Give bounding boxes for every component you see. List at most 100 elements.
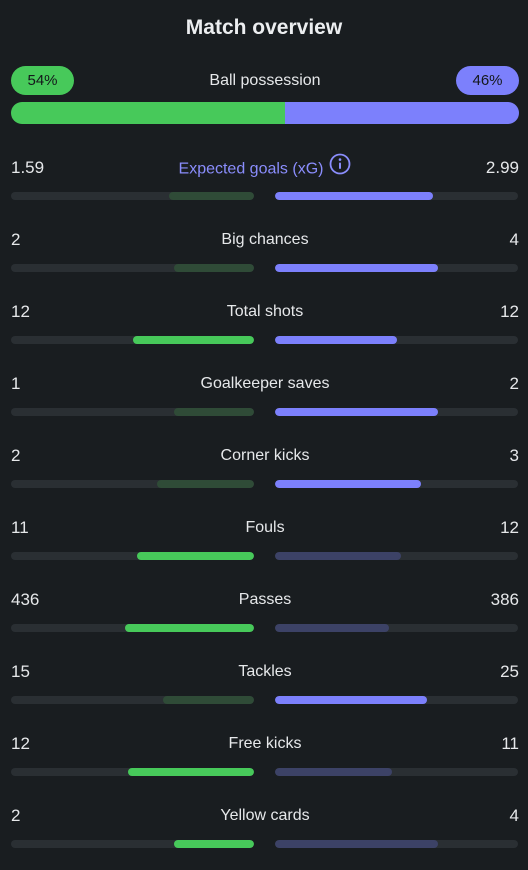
away-stat-fill (275, 336, 397, 344)
stat-row-yellow-cards: 2 Yellow cards 4 (11, 804, 519, 852)
stat-row-goalkeeper-saves: 1 Goalkeeper saves 2 (11, 372, 519, 420)
stat-label: Total shots (11, 300, 519, 324)
away-stat-value: 12 (500, 302, 519, 321)
stat-row-expected-goals-xg: 1.59 Expected goals (xG) 2.99 (11, 153, 519, 204)
away-stat-fill (275, 840, 438, 848)
home-stat-track (11, 408, 254, 416)
home-stat-track (11, 696, 254, 704)
home-stat-track (11, 624, 254, 632)
stat-label: Goalkeeper saves (11, 372, 519, 396)
home-stat-fill (173, 264, 254, 272)
stat-label-text: Expected goals (xG) (178, 160, 324, 178)
home-stat-fill (173, 840, 254, 848)
ball-possession-bar (11, 102, 519, 124)
home-stat-track (11, 192, 254, 200)
home-stat-fill (127, 768, 254, 776)
away-stat-fill (275, 768, 392, 776)
home-stat-value: 1.59 (11, 158, 45, 177)
away-stat-value: 11 (501, 734, 519, 753)
away-stat-value: 2.99 (485, 158, 519, 177)
info-icon[interactable] (329, 153, 351, 183)
home-stat-fill (137, 552, 254, 560)
away-stat-track (275, 840, 518, 848)
away-stat-track (275, 768, 518, 776)
home-stat-track (11, 264, 254, 272)
ball-possession-header: 54% Ball possession 46% (11, 66, 519, 95)
stat-label-text: Yellow cards (220, 807, 310, 824)
away-stat-fill (275, 552, 402, 560)
panel-title: Match overview (185, 16, 343, 39)
away-stat-track (275, 552, 518, 560)
home-stat-track (11, 552, 254, 560)
stat-label-text: Total shots (226, 303, 304, 320)
away-possession-badge: 46% (456, 66, 519, 95)
home-stat-track (11, 336, 254, 344)
stat-label-text: Goalkeeper saves (200, 375, 330, 392)
stat-row-passes: 436 Passes 386 (11, 588, 519, 636)
stat-label: Yellow cards (11, 804, 519, 828)
home-possession-badge: 54% (11, 66, 74, 95)
stat-row-fouls: 11 Fouls 12 (11, 516, 519, 564)
stat-label: Passes (11, 588, 519, 612)
home-stat-value: 436 (11, 590, 40, 609)
away-stat-value: 4 (509, 806, 519, 825)
stat-label: Fouls (11, 516, 519, 540)
home-stat-value: 2 (11, 230, 21, 249)
home-stat-fill (173, 408, 254, 416)
stat-label: Big chances (11, 228, 519, 252)
home-stat-fill (162, 696, 254, 704)
ball-possession-label: Ball possession (209, 72, 321, 89)
away-stat-track (275, 480, 518, 488)
home-stat-value: 12 (11, 734, 30, 753)
away-stat-value: 2 (509, 374, 519, 393)
stat-label-text: Corner kicks (220, 447, 310, 464)
home-stat-value: 12 (11, 302, 30, 321)
stat-label: Corner kicks (11, 444, 519, 468)
away-stat-fill (275, 408, 438, 416)
away-stat-fill (275, 624, 390, 632)
home-stat-value: 15 (11, 662, 30, 681)
away-stat-value: 4 (509, 230, 519, 249)
away-stat-fill (275, 264, 438, 272)
away-stat-value: 25 (500, 662, 519, 681)
away-stat-track (275, 336, 518, 344)
stat-label-text: Big chances (221, 231, 309, 248)
home-stat-value: 2 (11, 446, 21, 465)
stat-row-tackles: 15 Tackles 25 (11, 660, 519, 708)
home-stat-track (11, 480, 254, 488)
stat-label: Expected goals (xG) (11, 153, 519, 183)
away-stat-fill (275, 192, 433, 200)
stat-label-text: Free kicks (228, 735, 302, 752)
away-stat-fill (275, 480, 421, 488)
home-stat-fill (168, 192, 254, 200)
away-stat-track (275, 624, 518, 632)
away-stat-track (275, 192, 518, 200)
home-stat-track (11, 768, 254, 776)
home-stat-track (11, 840, 254, 848)
stat-label-text: Fouls (245, 519, 285, 536)
away-stat-value: 386 (490, 590, 519, 609)
home-stat-fill (156, 480, 254, 488)
away-stat-value: 3 (509, 446, 519, 465)
home-stat-value: 1 (11, 374, 21, 393)
away-stat-value: 12 (500, 518, 519, 537)
away-stat-track (275, 696, 518, 704)
stat-label: Free kicks (11, 732, 519, 756)
stat-label-text: Tackles (238, 663, 292, 680)
stat-row-total-shots: 12 Total shots 12 (11, 300, 519, 348)
stat-row-corner-kicks: 2 Corner kicks 3 (11, 444, 519, 492)
stat-row-free-kicks: 12 Free kicks 11 (11, 732, 519, 780)
home-stat-value: 2 (11, 806, 21, 825)
stat-label-text: Passes (238, 591, 292, 608)
away-possession-fill (285, 102, 519, 124)
away-stat-track (275, 264, 518, 272)
stat-row-big-chances: 2 Big chances 4 (11, 228, 519, 276)
home-possession-fill (11, 102, 286, 124)
home-stat-value: 11 (11, 518, 29, 537)
home-stat-fill (132, 336, 254, 344)
away-stat-track (275, 408, 518, 416)
away-stat-fill (275, 696, 427, 704)
home-stat-fill (125, 624, 254, 632)
stat-label: Tackles (11, 660, 519, 684)
